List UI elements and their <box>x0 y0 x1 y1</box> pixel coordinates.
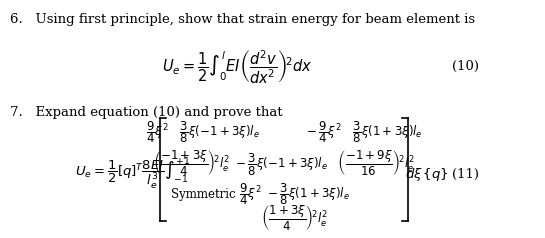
Text: $\left(\dfrac{1+3\xi}{4}\right)^{\!2}l_e^2$: $\left(\dfrac{1+3\xi}{4}\right)^{\!2}l_e… <box>261 204 328 233</box>
Text: $\dfrac{9}{4}\xi^2\quad \dfrac{3}{8}\xi(-1+3\xi)l_e \qquad\qquad -\dfrac{9}{4}\x: $\dfrac{9}{4}\xi^2\quad \dfrac{3}{8}\xi(… <box>146 119 422 145</box>
Text: (11): (11) <box>451 168 479 181</box>
Text: $U_e = \dfrac{1}{2}\int_0^{l} EI\left(\dfrac{d^2v}{dx^2}\right)^{\!2} dx$: $U_e = \dfrac{1}{2}\int_0^{l} EI\left(\d… <box>162 48 313 86</box>
Text: $\left(\dfrac{-1+3\xi}{4}\right)^{\!2}l_e^2 \ -\dfrac{3}{8}\xi(-1+3\xi)l_e \quad: $\left(\dfrac{-1+3\xi}{4}\right)^{\!2}l_… <box>153 149 415 178</box>
Text: $U_e = \dfrac{1}{2}[q]^T\dfrac{8EI}{l_e^3}\int_{-1}^{+1}$: $U_e = \dfrac{1}{2}[q]^T\dfrac{8EI}{l_e^… <box>75 156 191 192</box>
Text: $d\xi\,\{q\}$: $d\xi\,\{q\}$ <box>405 166 449 183</box>
Text: (10): (10) <box>451 60 479 73</box>
Text: 7.   Expand equation (10) and prove that: 7. Expand equation (10) and prove that <box>10 106 283 119</box>
Text: Symmetric: Symmetric <box>171 188 235 201</box>
Text: 6.   Using first principle, show that strain energy for beam element is: 6. Using first principle, show that stra… <box>10 13 475 26</box>
Text: $\dfrac{9}{4}\xi^2 \ -\dfrac{3}{8}\xi(1+3\xi)l_e$: $\dfrac{9}{4}\xi^2 \ -\dfrac{3}{8}\xi(1+… <box>239 181 349 207</box>
